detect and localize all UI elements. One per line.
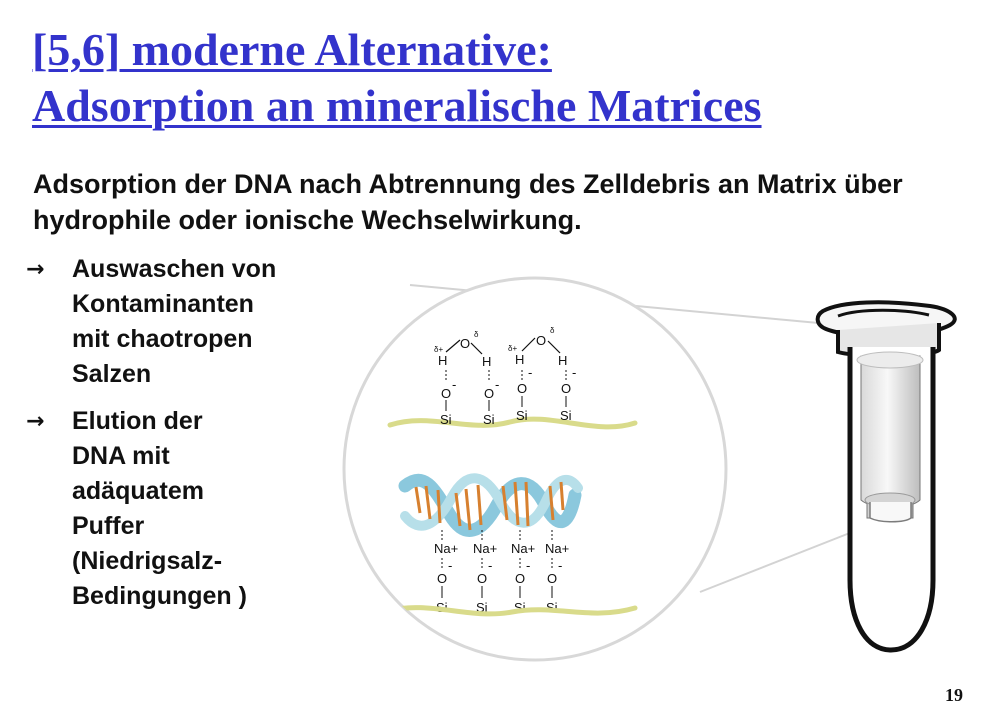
silanol-group-4: O - Si bbox=[560, 365, 576, 423]
silicon-label: Si bbox=[560, 408, 572, 423]
silanol-group-1: O - Si bbox=[440, 370, 456, 427]
water-molecule-left: δ+ H O δ H bbox=[434, 330, 491, 369]
magnification-outline bbox=[342, 276, 866, 662]
title-line-2: Adsorption an mineralische Matrices bbox=[32, 80, 762, 131]
minus-label: - bbox=[495, 377, 499, 392]
oxygen-label: O bbox=[547, 571, 557, 586]
delta-label: δ bbox=[550, 326, 555, 335]
minus-label: - bbox=[488, 558, 492, 573]
bullet-arrow-icon: → bbox=[26, 257, 45, 282]
minus-label: - bbox=[526, 558, 530, 573]
hydrophilic-binding-panel: δ+ H O δ H δ+ H O δ H bbox=[387, 326, 638, 430]
sodium-ion-label: Na+ bbox=[545, 541, 569, 556]
oxygen-label: O bbox=[437, 571, 447, 586]
sodium-bridge-3: Na+ O - Si bbox=[511, 530, 535, 615]
sodium-bridge-2: Na+ O - Si bbox=[473, 530, 497, 615]
bullet-text-wash: Auswaschen von Kontaminanten mit chaotro… bbox=[72, 255, 277, 388]
title-line-1: [5,6] moderne Alternative: bbox=[32, 24, 552, 75]
sodium-ion-label: Na+ bbox=[434, 541, 458, 556]
oxygen-label: O bbox=[561, 381, 571, 396]
oxygen-label: O bbox=[441, 386, 451, 401]
silica-matrix-line bbox=[387, 416, 638, 430]
oxygen-label: O bbox=[484, 386, 494, 401]
hydrogen-label: H bbox=[558, 353, 567, 368]
oxygen-label: O bbox=[477, 571, 487, 586]
bullet-elution: → Elution der DNA mit adäquatem Puffer (… bbox=[26, 404, 326, 614]
slide-title: [5,6] moderne Alternative: Adsorption an… bbox=[32, 22, 762, 134]
delta-plus-label: δ+ bbox=[434, 345, 443, 354]
microcentrifuge-tube-icon bbox=[815, 300, 957, 653]
bullet-text-elution: Elution der DNA mit adäquatem Puffer (Ni… bbox=[72, 407, 247, 610]
silica-matrix-line bbox=[384, 605, 638, 617]
silicon-label: Si bbox=[516, 408, 528, 423]
delta-label: δ bbox=[474, 330, 479, 339]
silanol-group-3: O - Si bbox=[516, 365, 532, 423]
delta-plus-label: δ+ bbox=[508, 344, 517, 353]
minus-label: - bbox=[452, 377, 456, 392]
sodium-bridges: Na+ O - Si Na+ O - Si bbox=[434, 530, 569, 615]
minus-label: - bbox=[558, 558, 562, 573]
intro-text: Adsorption der DNA nach Abtrennung des Z… bbox=[33, 169, 903, 235]
dna-base-pairs bbox=[414, 481, 565, 531]
minus-label: - bbox=[572, 365, 576, 380]
oxygen-label: O bbox=[517, 381, 527, 396]
dna-helix bbox=[398, 473, 583, 537]
hydrogen-label: H bbox=[482, 354, 491, 369]
hydrogen-label: H bbox=[515, 352, 524, 367]
sodium-ion-label: Na+ bbox=[511, 541, 535, 556]
ionic-binding-panel: Na+ O - Si Na+ O - Si bbox=[384, 473, 638, 617]
minus-label: - bbox=[528, 365, 532, 380]
silanol-group-2: O - Si bbox=[483, 370, 499, 427]
minus-label: - bbox=[448, 558, 452, 573]
oxygen-label: O bbox=[536, 333, 546, 348]
bullet-wash: → Auswaschen von Kontaminanten mit chaot… bbox=[26, 252, 326, 392]
oxygen-label: O bbox=[515, 571, 525, 586]
molecular-detail: δ+ H O δ H δ+ H O δ H bbox=[384, 326, 638, 617]
silicon-label: Si bbox=[476, 600, 488, 615]
silanol-groups-top: O - Si O - Si O - bbox=[440, 365, 576, 427]
bullet-list: → Auswaschen von Kontaminanten mit chaot… bbox=[26, 252, 326, 626]
bullet-arrow-icon: → bbox=[26, 409, 45, 434]
sodium-ion-label: Na+ bbox=[473, 541, 497, 556]
oxygen-label: O bbox=[460, 336, 470, 351]
hydrogen-label: H bbox=[438, 353, 447, 368]
page-number: 19 bbox=[945, 685, 963, 705]
silicon-label: Si bbox=[483, 412, 495, 427]
silicon-label: Si bbox=[440, 412, 452, 427]
water-molecule-right: δ+ H O δ H bbox=[508, 326, 567, 368]
silicon-label: Si bbox=[546, 600, 558, 615]
silicon-label: Si bbox=[514, 600, 526, 615]
sodium-bridge-4: Na+ O - Si bbox=[545, 530, 569, 615]
